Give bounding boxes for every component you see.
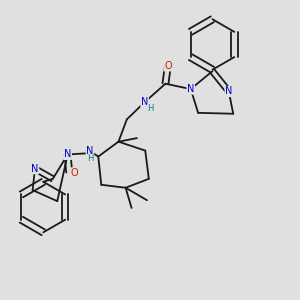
Text: N: N — [64, 149, 71, 160]
Text: N: N — [86, 146, 94, 156]
Text: O: O — [71, 168, 78, 178]
Text: H: H — [147, 104, 154, 113]
Text: N: N — [31, 164, 39, 174]
Text: H: H — [87, 154, 93, 164]
Text: O: O — [164, 61, 172, 71]
Text: N: N — [141, 97, 148, 107]
Text: N: N — [187, 84, 194, 94]
Text: N: N — [225, 86, 232, 96]
